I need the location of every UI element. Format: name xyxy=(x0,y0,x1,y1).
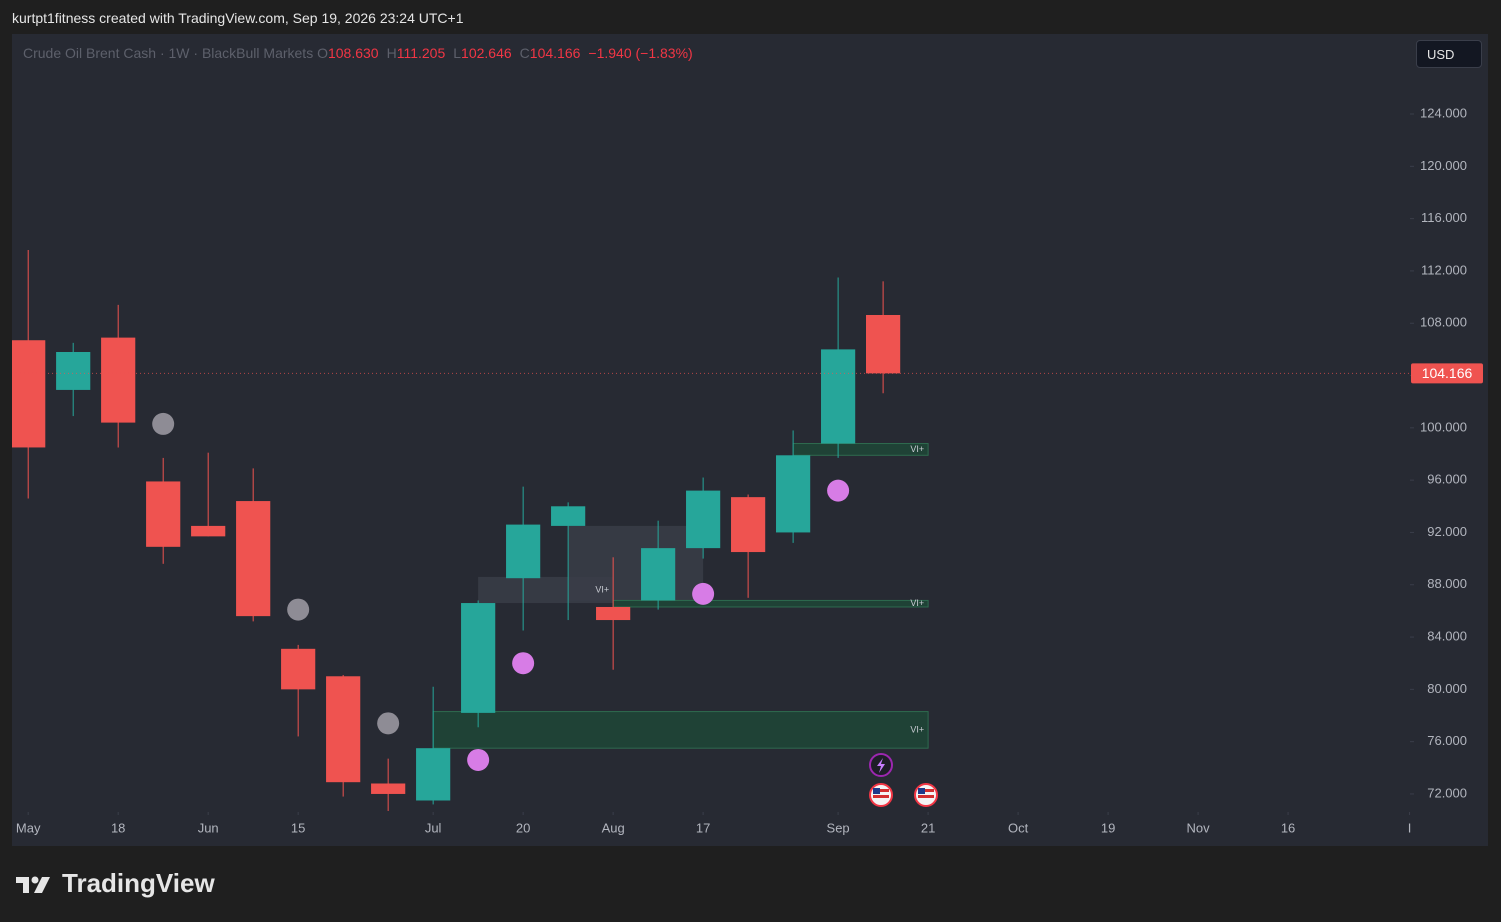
candle-body xyxy=(551,506,586,526)
legend-value: 104.166 xyxy=(529,45,581,61)
candle-body xyxy=(596,606,631,621)
legend-key: L xyxy=(453,45,462,61)
candle-body xyxy=(191,525,226,537)
candle-body xyxy=(12,340,46,448)
event-icon-glyph xyxy=(877,758,885,773)
y-tick-label: 100.000 xyxy=(1420,419,1467,434)
candle-body xyxy=(641,548,676,601)
x-tick-label: 16 xyxy=(1281,820,1295,835)
marker xyxy=(467,748,490,771)
zone-label: VI+ xyxy=(910,724,924,734)
candle-body xyxy=(686,490,721,549)
candle-body xyxy=(506,524,541,579)
zone xyxy=(612,599,929,608)
y-tick-label: 80.000 xyxy=(1427,681,1467,696)
last-price-box xyxy=(1411,363,1483,384)
event-icons xyxy=(869,753,938,807)
x-tick-label: 18 xyxy=(111,820,125,835)
y-tick-label: 76.000 xyxy=(1427,733,1467,748)
candle-body xyxy=(56,351,91,390)
x-tick-label: Jun xyxy=(198,820,219,835)
candle-body xyxy=(416,748,451,801)
y-tick-label: 116.000 xyxy=(1421,210,1467,225)
legend-key: C xyxy=(519,45,530,61)
x-tick-label: Nov xyxy=(1187,820,1211,835)
currency-button[interactable]: USD xyxy=(1416,40,1482,68)
zone xyxy=(432,711,929,749)
candle-body xyxy=(326,676,361,783)
x-tick-label: May xyxy=(16,820,41,835)
change: −1.940 (−1.83%) xyxy=(588,45,693,61)
candle-body xyxy=(101,337,136,423)
zone-label: VI+ xyxy=(910,444,924,454)
marker xyxy=(287,598,310,621)
chart-pane: 72.000 76.000 80.000 84.000 88.000 92.000 96.0… xyxy=(12,34,1488,846)
candle-body xyxy=(821,349,856,444)
x-tick-label: 19 xyxy=(1101,820,1115,835)
x-tick-label: 20 xyxy=(516,820,530,835)
chart: 72.000 76.000 80.000 84.000 88.000 92.000 96.0… xyxy=(12,105,1483,835)
x-tick-label: Aug xyxy=(602,820,625,835)
y-tick-label: 84.000 xyxy=(1427,628,1467,643)
flag-stripe xyxy=(918,795,934,798)
x-tick-label: 21 xyxy=(921,820,935,835)
y-tick-label: 124.000 xyxy=(1420,105,1467,120)
candle-body xyxy=(731,497,766,553)
zone-label: VI+ xyxy=(595,584,609,594)
marker xyxy=(512,652,535,675)
legend-value: 108.630 xyxy=(327,45,379,61)
marker xyxy=(692,582,715,605)
x-tick-label: 15 xyxy=(291,820,305,835)
legend-key: H xyxy=(386,45,397,61)
marker xyxy=(152,412,175,435)
marker xyxy=(377,712,400,735)
x-tick-label: 17 xyxy=(696,820,710,835)
y-tick-label: 108.000 xyxy=(1420,315,1467,330)
candle-body xyxy=(461,603,496,713)
candle-body xyxy=(371,783,406,794)
footer-text: TradingView xyxy=(62,868,215,898)
logo-mark xyxy=(16,876,50,894)
flag-stripe xyxy=(873,795,889,798)
candle-body xyxy=(236,501,271,617)
x-tick-label: Jul xyxy=(425,820,442,835)
zone xyxy=(478,576,614,604)
y-tick-label: 120.000 xyxy=(1420,158,1467,173)
x-tick-label: Oct xyxy=(1008,820,1029,835)
y-tick-label: 88.000 xyxy=(1427,576,1467,591)
candle-body xyxy=(146,481,181,547)
footer-logo: TradingView xyxy=(16,868,215,899)
flag-canton xyxy=(918,788,925,794)
flag-canton xyxy=(873,788,880,794)
candle-body xyxy=(281,648,316,690)
legend-value: 102.646 xyxy=(461,45,512,61)
legend-key: O xyxy=(317,45,328,61)
flag-stripe xyxy=(873,789,889,792)
candle-body xyxy=(866,314,901,374)
y-tick-label: 92.000 xyxy=(1427,524,1467,539)
marker xyxy=(827,479,850,502)
symbol-legend: Crude Oil Brent Cash · 1W · BlackBull Ma… xyxy=(23,45,701,61)
flag-stripe xyxy=(918,789,934,792)
zone-label: VI+ xyxy=(910,598,924,608)
attribution: kurtpt1fitness created with TradingView.… xyxy=(12,10,464,26)
ohlc: O108.630 H111.205 L102.646 C104.166 xyxy=(317,45,588,61)
y-tick-label: 112.000 xyxy=(1421,262,1467,277)
y-tick-label: 72.000 xyxy=(1427,785,1467,800)
last-price-label: 104.166 xyxy=(1422,365,1473,381)
symbol-title: Crude Oil Brent Cash · 1W · BlackBull Ma… xyxy=(23,45,314,61)
zone xyxy=(792,443,929,456)
legend-value: 111.205 xyxy=(396,45,446,61)
candle-body xyxy=(776,455,811,533)
x-tick-label: I xyxy=(1408,820,1412,835)
y-tick-label: 96.000 xyxy=(1427,472,1467,487)
x-tick-label: Sep xyxy=(827,820,850,835)
